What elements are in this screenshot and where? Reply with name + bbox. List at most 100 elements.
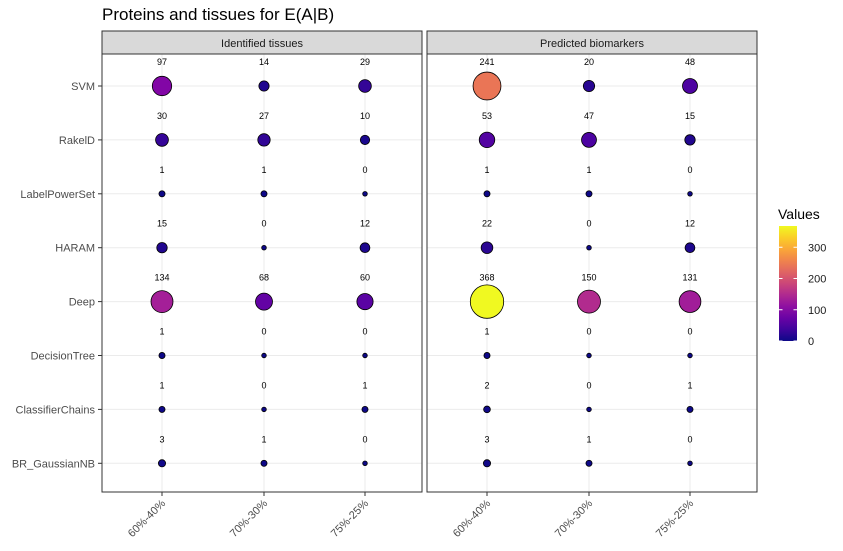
- data-label: 60: [360, 273, 370, 283]
- data-label: 0: [362, 327, 367, 337]
- panel-border: [101, 53, 423, 493]
- data-label: 47: [584, 111, 594, 121]
- data-label: 1: [687, 380, 692, 390]
- data-point: [687, 460, 693, 466]
- data-point: [686, 405, 694, 413]
- data-point: [581, 132, 597, 148]
- data-point: [585, 459, 593, 467]
- legend-tick-label: 300: [808, 242, 826, 254]
- legend-tick-label: 200: [808, 274, 826, 286]
- data-point: [257, 133, 271, 147]
- x-tick-label: 75%-25%: [654, 497, 696, 539]
- data-point: [362, 352, 368, 359]
- data-label: 3: [159, 434, 164, 444]
- data-point: [678, 290, 702, 313]
- legend: Values 0 100 200 300: [778, 206, 826, 348]
- data-label: 1: [261, 165, 266, 175]
- legend-tick-label: 100: [808, 305, 826, 317]
- y-tick-label: BR_GaussianNB: [12, 458, 95, 470]
- data-label: 2: [484, 380, 489, 390]
- data-point: [255, 292, 273, 311]
- data-point: [261, 244, 267, 251]
- data-point: [258, 80, 270, 92]
- data-point: [157, 459, 166, 468]
- data-point: [359, 134, 371, 145]
- data-label: 1: [362, 380, 367, 390]
- data-label: 0: [261, 219, 266, 229]
- data-point: [482, 459, 491, 468]
- data-point: [586, 406, 592, 413]
- data-point: [582, 79, 596, 93]
- data-label: 68: [259, 273, 269, 283]
- y-tick-label: Deep: [69, 297, 95, 309]
- data-label: 131: [682, 273, 697, 283]
- data-label: 1: [484, 165, 489, 175]
- data-point: [151, 75, 173, 97]
- x-tick-label: 70%-30%: [553, 497, 595, 539]
- legend-title: Values: [778, 206, 820, 222]
- y-axis: SVM RakelD LabelPowerSet HARAM Deep DecisionT…: [12, 81, 102, 470]
- data-point: [483, 352, 491, 359]
- panel-border: [426, 53, 758, 493]
- panel-background: [427, 54, 757, 492]
- data-point: [577, 289, 601, 314]
- data-label: 14: [259, 57, 269, 67]
- data-label: 10: [360, 111, 370, 121]
- data-label: 29: [360, 57, 370, 67]
- data-label: 0: [362, 434, 367, 444]
- data-point: [155, 133, 169, 147]
- data-point: [478, 131, 496, 149]
- data-point: [150, 290, 174, 313]
- data-point: [684, 242, 696, 254]
- data-point: [361, 405, 369, 413]
- data-point: [156, 242, 168, 254]
- data-label: 20: [584, 57, 594, 67]
- facet-label: Identified tissues: [221, 38, 303, 50]
- data-point: [356, 293, 374, 311]
- data-point: [586, 352, 592, 359]
- data-label: 1: [484, 327, 489, 337]
- data-label: 1: [159, 165, 164, 175]
- x-tick-label: 75%-25%: [329, 497, 371, 539]
- data-label: 0: [261, 327, 266, 337]
- facet-label: Predicted biomarkers: [540, 38, 644, 50]
- chart-title: Proteins and tissues for E(A|B): [102, 5, 334, 24]
- y-tick-label: HARAM: [55, 243, 95, 255]
- data-label: 12: [360, 219, 370, 229]
- data-point: [684, 134, 696, 146]
- data-label: 0: [687, 327, 692, 337]
- data-label: 0: [586, 380, 591, 390]
- data-point: [260, 459, 268, 467]
- data-label: 150: [581, 273, 596, 283]
- data-point: [585, 190, 593, 198]
- color-bar: [779, 226, 797, 341]
- legend-tick-label: 0: [808, 336, 814, 348]
- data-label: 1: [261, 434, 266, 444]
- data-label: 97: [157, 57, 167, 67]
- data-label: 1: [586, 434, 591, 444]
- data-label: 0: [687, 165, 692, 175]
- data-label: 1: [159, 380, 164, 390]
- data-point: [483, 190, 491, 198]
- data-point: [682, 78, 698, 94]
- data-point: [362, 191, 368, 197]
- x-tick-label: 60%-40%: [126, 497, 168, 539]
- data-point: [586, 244, 592, 251]
- data-point: [469, 284, 505, 319]
- y-tick-label: LabelPowerSet: [20, 189, 95, 201]
- data-label: 0: [687, 434, 692, 444]
- data-point: [687, 352, 693, 359]
- data-label: 30: [157, 111, 167, 121]
- data-label: 368: [479, 273, 494, 283]
- data-label: 15: [157, 219, 167, 229]
- data-label: 15: [685, 111, 695, 121]
- data-point: [483, 405, 491, 414]
- x-axis: 60%-40% 70%-30% 75%-25% 60%-40% 70%-30% 75%-2…: [126, 492, 696, 540]
- data-point: [472, 71, 502, 101]
- y-tick-label: RakelD: [59, 135, 95, 147]
- data-point: [362, 460, 368, 466]
- data-label: 27: [259, 111, 269, 121]
